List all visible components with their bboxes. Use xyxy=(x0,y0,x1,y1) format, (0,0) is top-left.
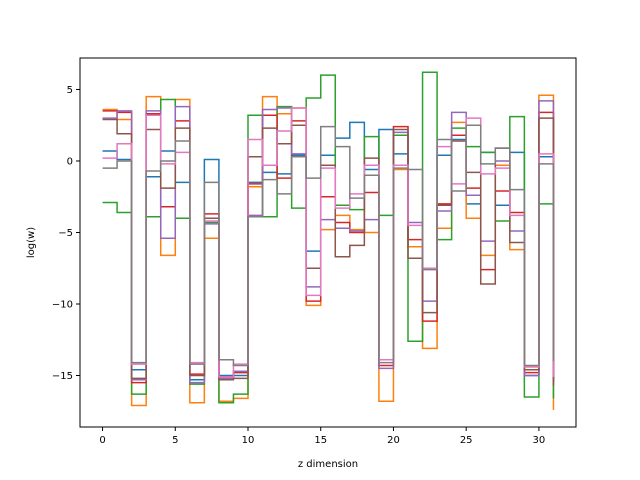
y-tick-label: −15 xyxy=(52,371,73,382)
x-tick-label: 5 xyxy=(172,435,178,446)
x-tick-label: 25 xyxy=(460,435,473,446)
series-line-8 xyxy=(102,124,555,367)
x-tick-label: 0 xyxy=(99,435,105,446)
y-tick-label: 0 xyxy=(67,156,73,167)
x-tick-label: 15 xyxy=(314,435,327,446)
axes-layer: 0 5 10 15 20 25 30 −15 −10 −5 0 5 xyxy=(52,85,545,446)
x-tick-label: 10 xyxy=(242,435,255,446)
x-tick-label: 30 xyxy=(533,435,546,446)
y-tick-label: −10 xyxy=(52,300,73,311)
plot-frame xyxy=(79,57,577,428)
series-layer xyxy=(102,71,555,410)
y-tick-label: −5 xyxy=(58,228,73,239)
x-axis-label: z dimension xyxy=(298,459,358,470)
y-tick-label: 5 xyxy=(67,85,73,96)
y-axis-label: log(w) xyxy=(26,227,37,258)
series-line-6 xyxy=(102,117,555,386)
x-tick-label: 20 xyxy=(387,435,400,446)
